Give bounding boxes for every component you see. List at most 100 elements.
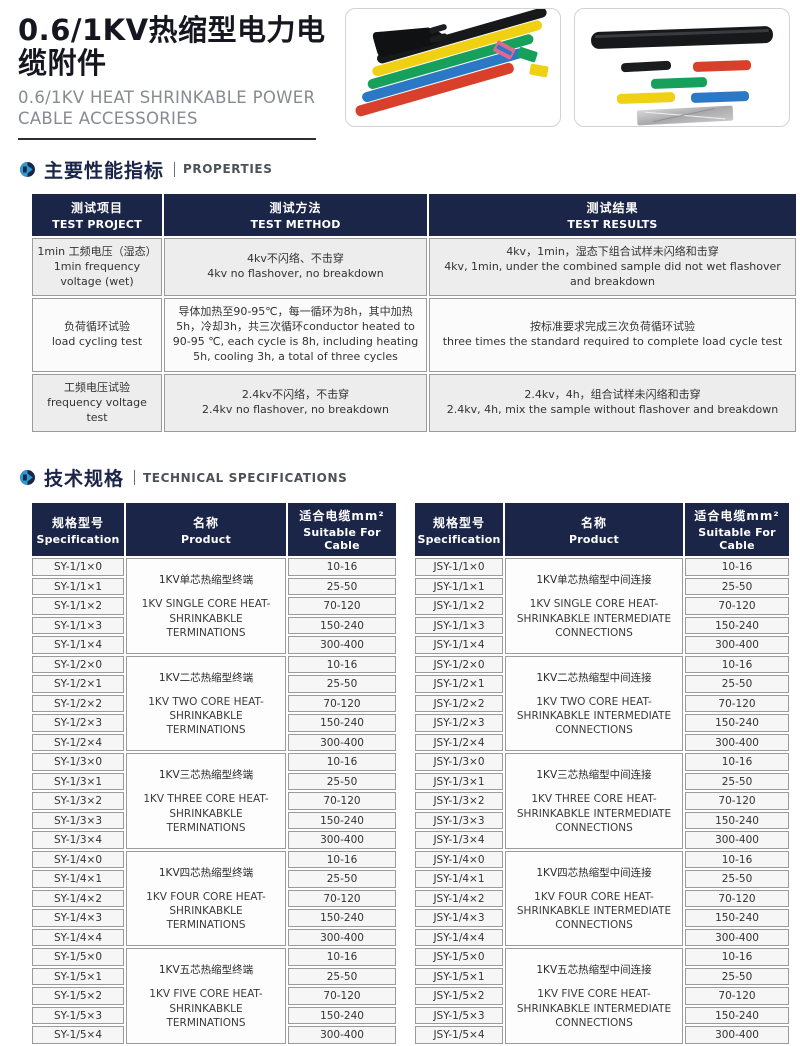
test-method-cell: 2.4kv不闪络，不击穿 2.4kv no flashover, no break… — [164, 373, 427, 433]
spec-row: SY-1/3×3 150-240 — [32, 811, 396, 830]
spec-row: JSY-1/1×2 70-120 — [415, 597, 789, 615]
cable-range-cell: 10-16 — [288, 655, 396, 674]
cell-text-zh: 负荷循环试验 — [64, 320, 130, 334]
spec-row: JSY-1/1×3 150-240 — [415, 616, 789, 635]
cable-range-cell: 10-16 — [288, 558, 396, 576]
cell-text-en: 1min frequency voltage (wet) — [53, 259, 141, 288]
test-result-cell: 按标准要求完成三次负荷循环试验 three times the standard … — [429, 298, 796, 372]
model-cell: SY-1/1×2 — [32, 597, 124, 615]
col-product: 名称 Product — [505, 503, 683, 557]
model-cell: SY-1/5×3 — [32, 1006, 124, 1025]
spec-row: JSY-1/2×2 70-120 — [415, 694, 789, 713]
spec-row: SY-1/2×2 70-120 — [32, 694, 396, 713]
spec-row: SY-1/4×0 1KV四芯热缩型终端 1KV FOUR CORE HEAT-SHR… — [32, 850, 396, 947]
cable-range-cell: 70-120 — [288, 987, 396, 1005]
cable-range-cell: 25-50 — [685, 772, 789, 791]
model-cell: JSY-1/3×4 — [415, 831, 503, 849]
cable-range-cell: 300-400 — [685, 733, 789, 752]
model-cell: JSY-1/4×4 — [415, 928, 503, 947]
model-cell: JSY-1/5×1 — [415, 967, 503, 986]
product-name-zh: 1KV二芯热缩型终端 — [158, 671, 254, 684]
cell-text-en: 2.4kv, 4h, mix the sample without flasho… — [446, 403, 779, 417]
cell-text-zh: 1min 工频电压（湿态） — [37, 244, 157, 258]
model-cell: SY-1/1×4 — [32, 636, 124, 654]
spec-tbody-0: SY-1/1×0 1KV单芯热缩型终端 1KV SINGLE CORE HEAT-S… — [32, 558, 396, 1044]
model-cell: JSY-1/3×2 — [415, 792, 503, 810]
spec-row: SY-1/2×1 25-50 — [32, 675, 396, 693]
model-cell: SY-1/4×2 — [32, 889, 124, 908]
cable-range-cell: 25-50 — [685, 675, 789, 693]
col-suitable-cable: 适合电缆mm² Suitable For Cable — [685, 503, 789, 557]
model-cell: JSY-1/1×1 — [415, 577, 503, 596]
cable-range-cell: 25-50 — [685, 577, 789, 596]
properties-row: 1min 工频电压（湿态） 1min frequency voltage (wet… — [32, 237, 796, 297]
spec-row: SY-1/1×4 300-400 — [32, 636, 396, 654]
cable-range-cell: 300-400 — [288, 928, 396, 947]
col-specification-en: Specification — [36, 532, 120, 546]
spec-row: JSY-1/4×4 300-400 — [415, 928, 789, 947]
spec-row: SY-1/4×1 25-50 — [32, 870, 396, 888]
col-suitable-cable-zh: 适合电缆mm² — [299, 509, 385, 524]
spec-row: SY-1/4×2 70-120 — [32, 889, 396, 908]
cable-range-cell: 300-400 — [288, 1026, 396, 1044]
spec-row: SY-1/3×0 1KV三芯热缩型终端 1KV THREE CORE HEAT-SH… — [32, 753, 396, 849]
cable-range-cell: 10-16 — [685, 655, 789, 674]
cable-range-cell: 25-50 — [288, 870, 396, 888]
page-header: 0.6/1KV热缩型电力电缆附件 0.6/1KV HEAT SHRINKABLE… — [18, 8, 790, 140]
cable-range-cell: 150-240 — [288, 714, 396, 732]
model-cell: SY-1/4×4 — [32, 928, 124, 947]
spec-row: JSY-1/2×1 25-50 — [415, 675, 789, 693]
model-cell: SY-1/1×3 — [32, 616, 124, 635]
cable-range-cell: 70-120 — [288, 792, 396, 810]
cable-range-cell: 10-16 — [685, 753, 789, 771]
spec-header-row: 规格型号 Specification 名称 Product 适合电缆mm² Su… — [32, 503, 396, 557]
title-block: 0.6/1KV热缩型电力电缆附件 0.6/1KV HEAT SHRINKABLE… — [18, 8, 347, 140]
product-cell: 1KV五芯热缩型中间连接 1KV FIVE CORE HEAT-SHRINKABK… — [505, 948, 683, 1044]
col-test-results-en: TEST RESULTS — [567, 217, 658, 231]
spec-row: JSY-1/5×0 1KV五芯热缩型中间连接 1KV FIVE CORE HEAT-… — [415, 948, 789, 1044]
model-cell: SY-1/2×4 — [32, 733, 124, 752]
cable-range-cell: 70-120 — [685, 792, 789, 810]
test-method-cell: 4kv不闪络、不击穿 4kv no flashover, no breakdown — [164, 237, 427, 297]
cell-text-en: 4kv, 1min, under the combined sample did… — [444, 259, 781, 288]
cable-range-cell: 10-16 — [288, 850, 396, 869]
product-name-zh: 1KV四芯热缩型中间连接 — [536, 866, 652, 879]
product-name-zh: 1KV单芯热缩型终端 — [158, 574, 254, 587]
model-cell: JSY-1/4×3 — [415, 909, 503, 927]
page-subtitle: 0.6/1KV HEAT SHRINKABLE POWER CABLE ACCE… — [18, 87, 347, 129]
product-cell: 1KV单芯热缩型中间连接 1KV SINGLE CORE HEAT-SHRINKA… — [505, 558, 683, 654]
product-cell: 1KV四芯热缩型中间连接 1KV FOUR CORE HEAT-SHRINKABK… — [505, 850, 683, 947]
product-cell: 1KV五芯热缩型终端 1KV FIVE CORE HEAT-SHRINKABKLE… — [126, 948, 286, 1044]
cable-range-cell: 25-50 — [288, 967, 396, 986]
spec-row: SY-1/1×3 150-240 — [32, 616, 396, 635]
model-cell: SY-1/4×0 — [32, 850, 124, 869]
model-cell: JSY-1/1×4 — [415, 636, 503, 654]
product-photo-termination-kit — [345, 8, 561, 127]
spec-row: SY-1/4×3 150-240 — [32, 909, 396, 927]
cable-range-cell: 25-50 — [685, 967, 789, 986]
model-cell: JSY-1/3×3 — [415, 811, 503, 830]
test-project-cell: 工频电压试验 frequency voltage test — [32, 373, 162, 433]
test-project-cell: 1min 工频电压（湿态） 1min frequency voltage (wet… — [32, 237, 162, 297]
spec-row: JSY-1/1×1 25-50 — [415, 577, 789, 596]
spec-row: SY-1/3×2 70-120 — [32, 792, 396, 810]
model-cell: JSY-1/1×2 — [415, 597, 503, 615]
col-specification: 规格型号 Specification — [415, 503, 503, 557]
model-cell: JSY-1/4×0 — [415, 850, 503, 869]
model-cell: JSY-1/2×3 — [415, 714, 503, 732]
cable-range-cell: 70-120 — [288, 597, 396, 615]
model-cell: JSY-1/1×0 — [415, 558, 503, 576]
product-photos — [345, 8, 790, 127]
product-name-zh: 1KV五芯热缩型终端 — [158, 964, 254, 977]
cable-range-cell: 150-240 — [685, 616, 789, 635]
model-cell: JSY-1/5×2 — [415, 987, 503, 1005]
cell-text-zh: 工频电压试验 — [64, 380, 130, 394]
model-cell: SY-1/2×0 — [32, 655, 124, 674]
col-test-project-zh: 测试项目 — [70, 200, 123, 215]
col-specification-zh: 规格型号 — [51, 515, 104, 530]
model-cell: SY-1/3×2 — [32, 792, 124, 810]
product-name-en: 1KV SINGLE CORE HEAT-SHRINKABKLE INTERME… — [516, 598, 672, 639]
cable-range-cell: 300-400 — [288, 636, 396, 654]
product-name-en: 1KV SINGLE CORE HEAT-SHRINKABKLE TERMINA… — [141, 598, 271, 639]
